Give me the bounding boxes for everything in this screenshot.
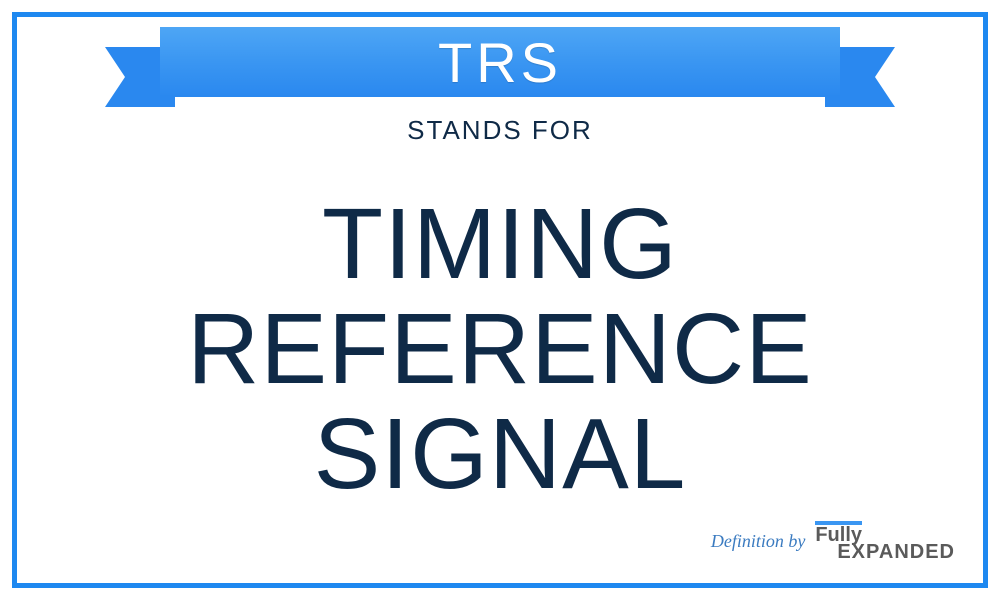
acronym-text: TRS [438, 30, 562, 95]
definition-text: TIMING REFERENCE SIGNAL [57, 192, 943, 507]
definition-card: TRS STANDS FOR TIMING REFERENCE SIGNAL D… [12, 12, 988, 588]
credit-block: Definition by Fully EXPANDED [711, 521, 955, 561]
ribbon-banner: TRS [105, 27, 895, 117]
ribbon-center: TRS [160, 27, 840, 97]
credit-label: Definition by [711, 531, 805, 552]
stands-for-label: STANDS FOR [17, 115, 983, 146]
logo-line-2: EXPANDED [837, 544, 955, 561]
brand-logo: Fully EXPANDED [815, 521, 955, 561]
